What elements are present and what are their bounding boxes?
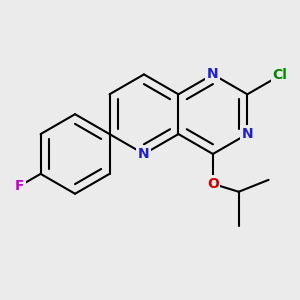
Text: O: O: [207, 177, 219, 191]
Text: F: F: [15, 179, 25, 193]
Text: Cl: Cl: [273, 68, 287, 83]
Text: N: N: [242, 127, 253, 141]
Text: N: N: [138, 147, 150, 161]
Text: N: N: [207, 68, 219, 81]
